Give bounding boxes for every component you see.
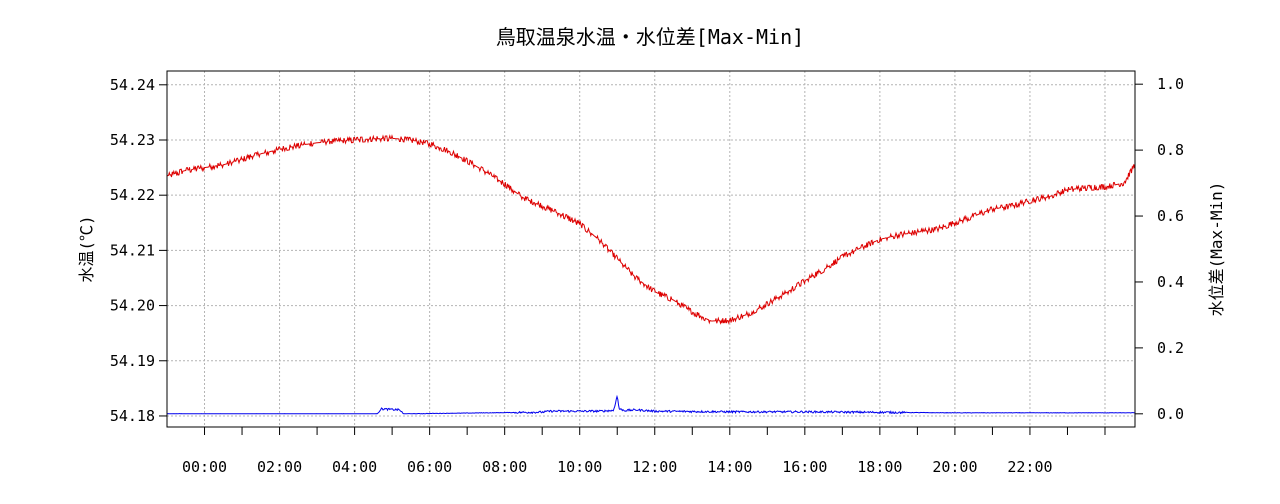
x-tick-label: 12:00 [632,458,677,476]
x-tick-label: 06:00 [407,458,452,476]
water-level-diff-line [166,394,1135,415]
x-tick-label: 20:00 [932,458,977,476]
series-layer [166,134,1135,415]
y-axis-left-label: 水温(℃) [77,215,96,282]
x-tick-label: 10:00 [557,458,602,476]
grid [167,71,1135,427]
water-temperature-line [166,134,1135,325]
y-right-tick-label: 0.2 [1157,339,1184,357]
y-left-tick-label: 54.24 [110,76,155,94]
y-axis-right-label: 水位差(Max-Min) [1207,182,1226,317]
y-right-tick-label: 0.8 [1157,141,1184,159]
y-left-tick-label: 54.23 [110,131,155,149]
x-tick-label: 22:00 [1007,458,1052,476]
chart-title: 鳥取温泉水温・水位差[Max-Min] [496,25,804,49]
y-left-tick-label: 54.20 [110,297,155,315]
y-right-tick-label: 0.0 [1157,405,1184,423]
y-left-tick-label: 54.18 [110,407,155,425]
axes: 00:00 02:00 04:00 06:00 08:00 10:00 12:00 14:00… [110,75,1184,476]
x-tick-label: 02:00 [257,458,302,476]
x-tick-label: 04:00 [332,458,377,476]
y-left-tick-label: 54.21 [110,241,155,259]
x-tick-label: 16:00 [782,458,827,476]
y-right-tick-label: 0.4 [1157,273,1184,291]
y-left-tick-label: 54.19 [110,352,155,370]
x-tick-label: 08:00 [482,458,527,476]
y-right-tick-label: 0.6 [1157,207,1184,225]
x-tick-label: 18:00 [857,458,902,476]
y-left-tick-label: 54.22 [110,186,155,204]
plot-frame [166,70,1136,428]
y-right-tick-label: 1.0 [1157,75,1184,93]
x-tick-label: 00:00 [182,458,227,476]
x-tick-label: 14:00 [707,458,752,476]
